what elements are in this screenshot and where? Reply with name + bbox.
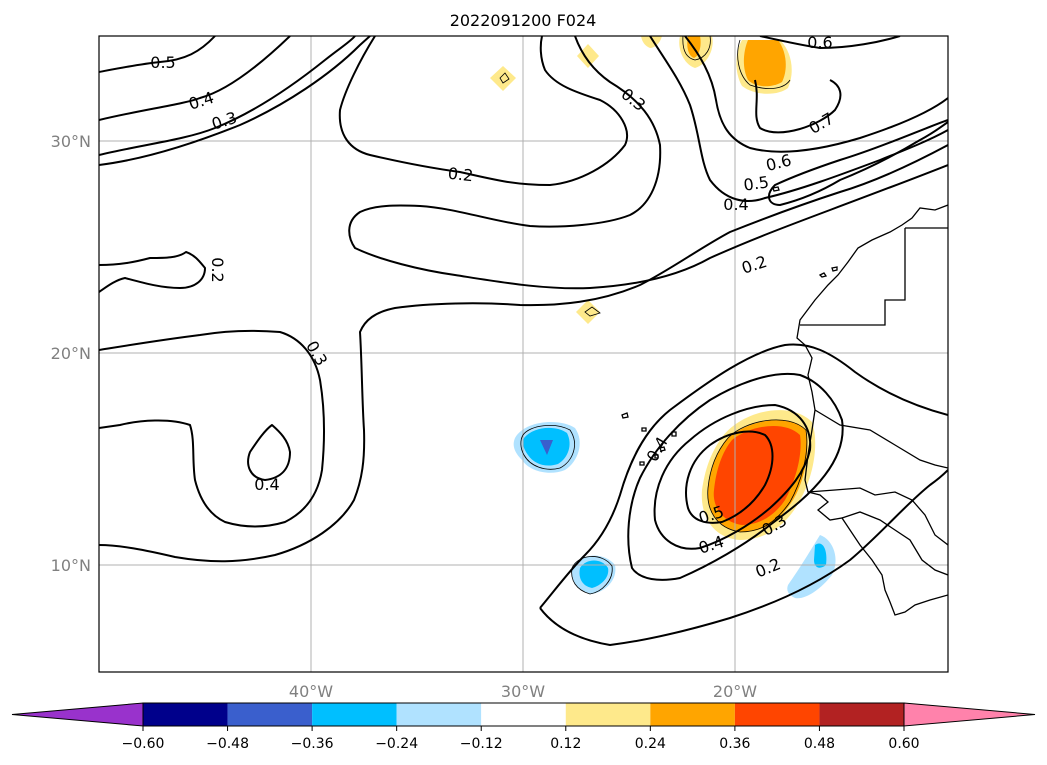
colorbar-tick-label: −0.36 — [291, 736, 334, 752]
border-senegal — [807, 487, 948, 546]
patch-outlines — [499, 36, 808, 595]
negative-anomaly-patch-1-core — [540, 440, 553, 455]
colorbar-tick-label: −0.12 — [460, 736, 503, 752]
contour-label: 0.2 — [753, 554, 784, 581]
positive-anomaly-patch-north-orange — [743, 40, 786, 87]
contour-0.2-band — [99, 144, 948, 563]
negative-anomaly-patch-2-cyan — [579, 560, 609, 588]
contour-0.6-north-right — [759, 36, 901, 49]
contour-0.4-top-left — [99, 36, 291, 121]
colorbar-segment — [481, 703, 566, 726]
contour-0.2-center — [338, 36, 628, 186]
colorbar-segment — [565, 703, 651, 726]
colorbar-tick-label: 0.48 — [804, 736, 835, 752]
contour-label: 0.6 — [807, 33, 832, 52]
contour-label: 0.4 — [696, 532, 726, 558]
contour-label: 0.4 — [723, 195, 748, 214]
contour-label: 0.3 — [302, 337, 331, 369]
patch-outline-small-3 — [499, 72, 510, 84]
contour-label: 0.4 — [186, 88, 216, 114]
lat-label-20n: 20°N — [51, 344, 91, 363]
negative-anomaly-patch-3-cyan — [814, 543, 827, 568]
colorbar-tick-label: 0.24 — [635, 736, 666, 752]
contour-0.7-north-right — [754, 79, 842, 134]
patch-outline-positive-large — [707, 419, 808, 533]
positive-anomaly-patch-small-5 — [576, 300, 600, 324]
contour-0.4-north-right — [684, 36, 948, 153]
contour-label: 0.2 — [739, 252, 769, 278]
contour-label: 0.2 — [208, 257, 227, 282]
patch-outline-small-1 — [682, 36, 711, 61]
contour-0.2-south — [539, 343, 948, 609]
contour-0.4-south — [653, 404, 812, 550]
contour-0.5-south — [685, 430, 774, 524]
colorbar-tick-label: 0.36 — [719, 736, 750, 752]
contour-0.2-west-upper — [99, 251, 206, 293]
gridlines — [99, 36, 948, 672]
contour-0.5-top-left — [99, 36, 216, 73]
contour-0.3-south — [627, 372, 844, 581]
map-panel: 0.5 0.4 0.3 0.2 0.3 0.6 0.7 0.6 0.5 0.4 … — [99, 33, 948, 672]
negative-anomaly-patch-3 — [787, 535, 836, 599]
border-mauritania-mali — [814, 409, 948, 469]
coastlines — [621, 186, 948, 616]
contour-label: 0.4 — [254, 475, 279, 494]
border-western-sahara — [800, 227, 948, 326]
coastline-west-africa — [796, 204, 948, 616]
colorbar-segment — [227, 703, 313, 726]
positive-anomaly-patch-small-3 — [490, 66, 516, 91]
colorbar-tick-label: 0.12 — [550, 736, 581, 752]
lat-label-30n: 30°N — [51, 132, 91, 151]
lon-label-20w: 20°W — [713, 682, 757, 701]
colorbar-tick-label: 0.60 — [888, 736, 919, 752]
contour-0.4-west-loop — [247, 424, 291, 481]
colorbar-tick-label: −0.60 — [122, 736, 165, 752]
colorbar-segment — [819, 703, 904, 726]
contour-label: 0.5 — [742, 172, 770, 194]
colorbar-segment — [143, 703, 228, 726]
colorbar-extend-high — [903, 702, 1036, 727]
contour-label: 0.2 — [447, 164, 474, 186]
patch-outline-negative-2 — [571, 556, 613, 595]
contour-0.3-center-north — [348, 36, 948, 290]
madeira — [772, 186, 780, 192]
colorbar-tick-label: −0.24 — [375, 736, 418, 752]
contour-lines — [99, 36, 948, 646]
cape-verde-islands — [621, 412, 677, 466]
positive-anomaly-patch-small-4 — [577, 44, 599, 68]
colorbar: −0.60 −0.48 −0.36 −0.24 −0.12 0.12 0.24 0.36 0.4… — [11, 702, 1036, 752]
contour-0.3-north-right — [649, 36, 948, 202]
map-frame — [98, 35, 949, 673]
contour-0.3-west — [99, 329, 326, 528]
contour-label: 0.3 — [209, 108, 239, 134]
contour-label: 0.6 — [764, 150, 793, 175]
contour-0.2-south-bottom — [539, 469, 948, 646]
patch-outline-north — [737, 39, 791, 90]
colorbar-segment — [650, 703, 735, 726]
colorbar-segment — [396, 703, 482, 726]
border-guinea — [841, 511, 948, 576]
figure-title: 2022091200 F024 — [450, 11, 597, 30]
colorbar-segment — [312, 703, 397, 726]
colorbar-frame — [142, 702, 905, 727]
contour-0.5-north-small — [768, 119, 948, 206]
colorbar-extend-low — [11, 702, 144, 727]
lon-label-40w: 40°W — [289, 682, 333, 701]
lat-label-10n: 10°N — [51, 556, 91, 575]
contour-label: 0.5 — [150, 53, 175, 72]
colorbar-segment — [734, 703, 820, 726]
contour-0.2-northwest — [99, 36, 371, 166]
contour-0.3-top-left — [99, 36, 356, 156]
canary-islands — [818, 266, 838, 278]
colorbar-tick-label: −0.48 — [206, 736, 249, 752]
lon-label-30w: 30°W — [501, 682, 545, 701]
patch-outline-negative-1 — [520, 425, 575, 470]
patch-outline-small-5 — [584, 306, 601, 317]
